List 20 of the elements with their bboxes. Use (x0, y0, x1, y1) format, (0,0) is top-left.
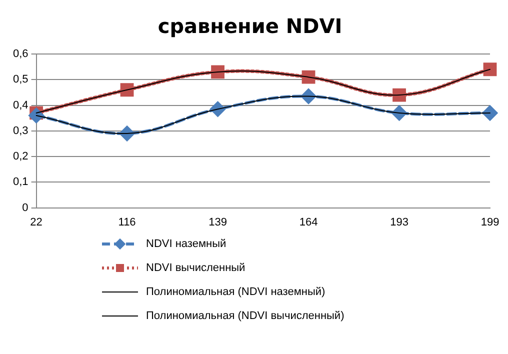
y-tick-label: 0,3 (12, 124, 28, 137)
y-tick-label: 0,5 (12, 74, 28, 86)
legend-label: Полиномиальная (NDVI вычисленный) (146, 310, 344, 322)
x-tick-label: 193 (390, 216, 408, 228)
y-tick-label: 0,1 (12, 176, 28, 188)
x-tick-label: 22 (30, 216, 42, 228)
legend-label: NDVI наземный (146, 238, 226, 250)
point (483, 62, 497, 76)
y-tick-label: 0 (22, 202, 28, 214)
y-tick-label: 0,6 (12, 48, 28, 60)
x-tick-label: 139 (208, 216, 227, 228)
y-tick-label: 0,4 (12, 99, 28, 112)
y-tick-label: 0,2 (12, 150, 28, 163)
x-tick-label: 199 (480, 216, 500, 228)
x-tick-label: 164 (299, 216, 318, 228)
point (482, 105, 498, 120)
chart-title: сравнение NDVI (158, 14, 342, 38)
x-tick-label: 116 (118, 216, 136, 228)
legend-label: Полиномиальная (NDVI наземный) (146, 286, 326, 298)
legend-label: NDVI вычисленный (146, 262, 246, 274)
